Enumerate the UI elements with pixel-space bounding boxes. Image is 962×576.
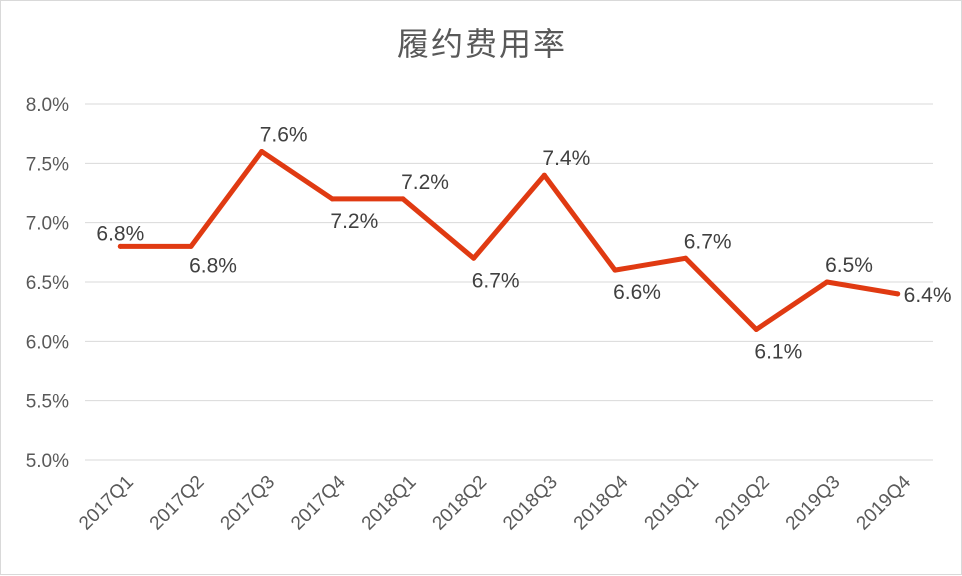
data-label: 6.7% <box>684 230 732 253</box>
x-tick-label: 2018Q2 <box>429 472 492 535</box>
data-label: 6.4% <box>904 284 952 307</box>
y-tick-label: 5.0% <box>26 451 69 472</box>
y-tick-label: 5.5% <box>26 392 69 413</box>
data-point <box>541 172 547 178</box>
x-tick-label: 2018Q3 <box>499 472 562 535</box>
data-point <box>895 291 901 297</box>
data-label: 7.4% <box>542 147 590 170</box>
data-label: 7.2% <box>330 210 378 233</box>
data-point <box>471 255 477 261</box>
data-label: 6.6% <box>613 281 661 304</box>
y-tick-label: 6.5% <box>26 273 69 294</box>
data-label: 6.1% <box>754 340 802 363</box>
x-axis-ticks: 2017Q1 2017Q2 2017Q3 2017Q4 2018Q1 2018Q2 2018… <box>75 471 915 534</box>
data-point <box>329 196 335 202</box>
data-point <box>117 243 123 249</box>
x-tick-label: 2017Q4 <box>287 471 350 534</box>
data-point <box>188 243 194 249</box>
series-line <box>117 148 901 332</box>
data-point <box>753 326 759 332</box>
y-tick-label: 8.0% <box>26 95 69 116</box>
grid-lines <box>85 103 933 461</box>
data-point <box>683 255 689 261</box>
x-tick-label: 2019Q1 <box>641 472 704 535</box>
y-axis-ticks: 5.0% 5.5% 6.0% 6.5% 7.0% 7.5% 8.0% <box>26 95 69 472</box>
data-label: 7.6% <box>260 123 308 146</box>
data-point <box>259 148 265 154</box>
x-tick-label: 2019Q2 <box>711 472 774 535</box>
data-label: 6.8% <box>189 254 237 277</box>
y-tick-label: 6.0% <box>26 332 69 353</box>
data-point <box>400 196 406 202</box>
data-label: 6.7% <box>472 269 520 292</box>
x-tick-label: 2018Q4 <box>570 471 633 534</box>
x-tick-label: 2019Q4 <box>853 471 916 534</box>
data-point <box>824 279 830 285</box>
y-tick-label: 7.5% <box>26 154 69 175</box>
data-label: 6.8% <box>96 222 144 245</box>
data-point <box>612 267 618 273</box>
x-tick-label: 2017Q2 <box>146 472 209 535</box>
chart-title: 履约费用率 <box>396 25 567 63</box>
data-label: 7.2% <box>401 171 449 194</box>
data-label: 6.5% <box>825 254 873 277</box>
y-tick-label: 7.0% <box>26 214 69 235</box>
x-tick-label: 2017Q1 <box>75 472 138 535</box>
x-tick-label: 2018Q1 <box>358 472 421 535</box>
x-tick-label: 2019Q3 <box>782 472 845 535</box>
data-labels: 6.8% 6.8% 7.6% 7.2% 7.2% 6.7% 7.4% 6.6% 6.7% 6.1%… <box>96 123 951 363</box>
x-tick-label: 2017Q3 <box>217 472 280 535</box>
series-line-layer <box>117 148 901 332</box>
